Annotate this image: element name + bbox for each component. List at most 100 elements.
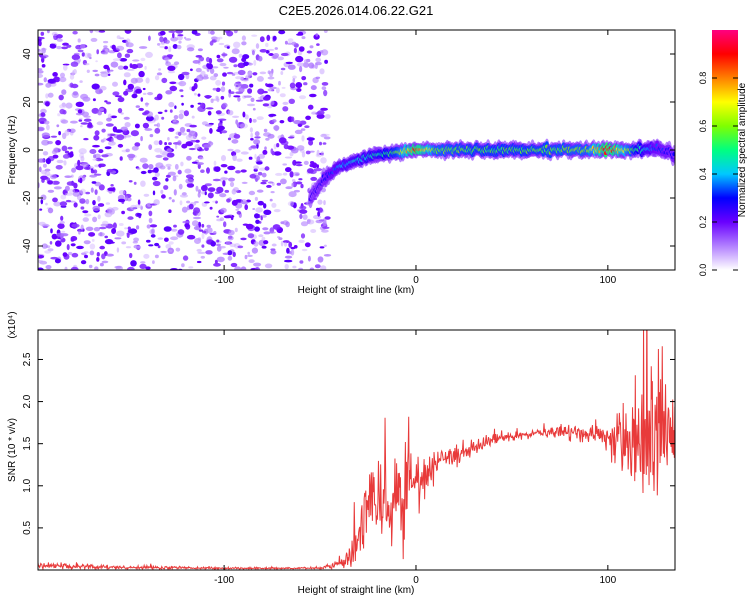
noise-blob xyxy=(164,109,168,113)
noise-blob xyxy=(98,163,106,168)
noise-blob xyxy=(94,73,100,77)
noise-blob xyxy=(159,30,166,36)
noise-blob xyxy=(55,240,62,247)
noise-blob xyxy=(323,30,328,33)
noise-blob xyxy=(47,180,53,185)
noise-blob xyxy=(286,247,290,254)
noise-blob xyxy=(290,249,295,256)
noise-blob xyxy=(73,202,78,208)
noise-blob xyxy=(135,105,140,108)
noise-blob xyxy=(261,245,267,249)
noise-blob xyxy=(166,152,175,158)
noise-blob xyxy=(154,114,159,121)
noise-blob xyxy=(178,183,183,190)
noise-blob xyxy=(154,242,160,247)
colorbar-tick-label: 0.8 xyxy=(698,72,708,85)
noise-blob xyxy=(227,110,234,116)
noise-blob xyxy=(117,96,125,103)
noise-blob xyxy=(319,68,325,75)
noise-blob xyxy=(140,57,146,62)
noise-blob xyxy=(320,107,328,111)
noise-blob xyxy=(322,221,327,227)
noise-blob xyxy=(254,226,260,232)
noise-blob xyxy=(226,46,230,49)
noise-blob xyxy=(186,183,195,188)
noise-blob xyxy=(307,104,314,110)
noise-blob xyxy=(117,52,122,59)
noise-blob xyxy=(56,124,60,128)
noise-blob xyxy=(251,247,258,254)
noise-blob xyxy=(300,128,306,131)
noise-blob xyxy=(123,131,127,135)
noise-blob xyxy=(44,250,51,254)
noise-blob xyxy=(233,41,241,48)
noise-blob xyxy=(140,136,143,142)
noise-blob xyxy=(55,140,61,146)
noise-blob xyxy=(200,169,205,173)
noise-blob xyxy=(253,241,259,247)
noise-blob xyxy=(277,56,284,61)
noise-blob xyxy=(179,126,186,133)
noise-blob xyxy=(316,43,320,46)
noise-blob xyxy=(45,158,51,165)
noise-blob xyxy=(267,70,271,75)
noise-blob xyxy=(309,267,315,270)
noise-blob xyxy=(166,54,174,58)
noise-blob xyxy=(259,167,266,171)
noise-blob xyxy=(178,73,185,81)
noise-blob xyxy=(75,165,84,171)
noise-blob xyxy=(38,255,45,259)
noise-blob xyxy=(83,137,89,141)
noise-blob xyxy=(197,93,201,97)
noise-blob xyxy=(320,157,327,164)
x-tick-label: 0 xyxy=(413,575,419,586)
noise-blob xyxy=(295,82,303,89)
noise-blob xyxy=(216,58,224,63)
noise-blob xyxy=(188,147,196,151)
noise-blob xyxy=(73,182,78,189)
noise-blob xyxy=(313,214,322,220)
noise-blob xyxy=(75,101,84,108)
noise-blob xyxy=(316,51,322,57)
spectrogram-signal-ridge xyxy=(308,138,675,209)
noise-blob xyxy=(289,82,296,89)
noise-blob xyxy=(167,137,170,141)
noise-blob xyxy=(323,136,331,140)
noise-blob xyxy=(221,155,226,162)
noise-blob xyxy=(324,114,331,119)
noise-blob xyxy=(73,69,77,75)
noise-blob xyxy=(170,36,178,42)
noise-blob xyxy=(271,243,277,247)
noise-blob xyxy=(140,97,144,102)
noise-blob xyxy=(182,220,190,224)
noise-blob xyxy=(263,240,269,245)
noise-blob xyxy=(38,40,42,47)
noise-blob xyxy=(267,83,274,88)
noise-blob xyxy=(196,248,202,252)
noise-blob xyxy=(227,250,233,256)
noise-blob xyxy=(72,30,78,35)
noise-blob xyxy=(56,45,62,50)
noise-blob xyxy=(38,50,43,55)
noise-blob xyxy=(169,109,173,113)
noise-blob xyxy=(267,48,275,51)
noise-blob xyxy=(132,59,140,62)
noise-blob xyxy=(293,120,302,125)
noise-blob xyxy=(293,47,297,54)
noise-blob xyxy=(248,156,253,160)
noise-blob xyxy=(95,60,98,63)
noise-blob xyxy=(280,178,287,185)
noise-blob xyxy=(126,42,134,48)
noise-blob xyxy=(201,223,205,228)
noise-blob xyxy=(301,151,306,158)
noise-blob xyxy=(249,117,252,124)
noise-blob xyxy=(156,93,163,100)
noise-blob xyxy=(216,54,221,59)
noise-blob xyxy=(154,148,163,153)
noise-blob xyxy=(104,146,112,150)
noise-blob xyxy=(120,112,124,115)
noise-blob xyxy=(270,100,275,106)
noise-blob xyxy=(243,61,249,67)
noise-blob xyxy=(167,65,176,71)
noise-blob xyxy=(155,154,163,158)
